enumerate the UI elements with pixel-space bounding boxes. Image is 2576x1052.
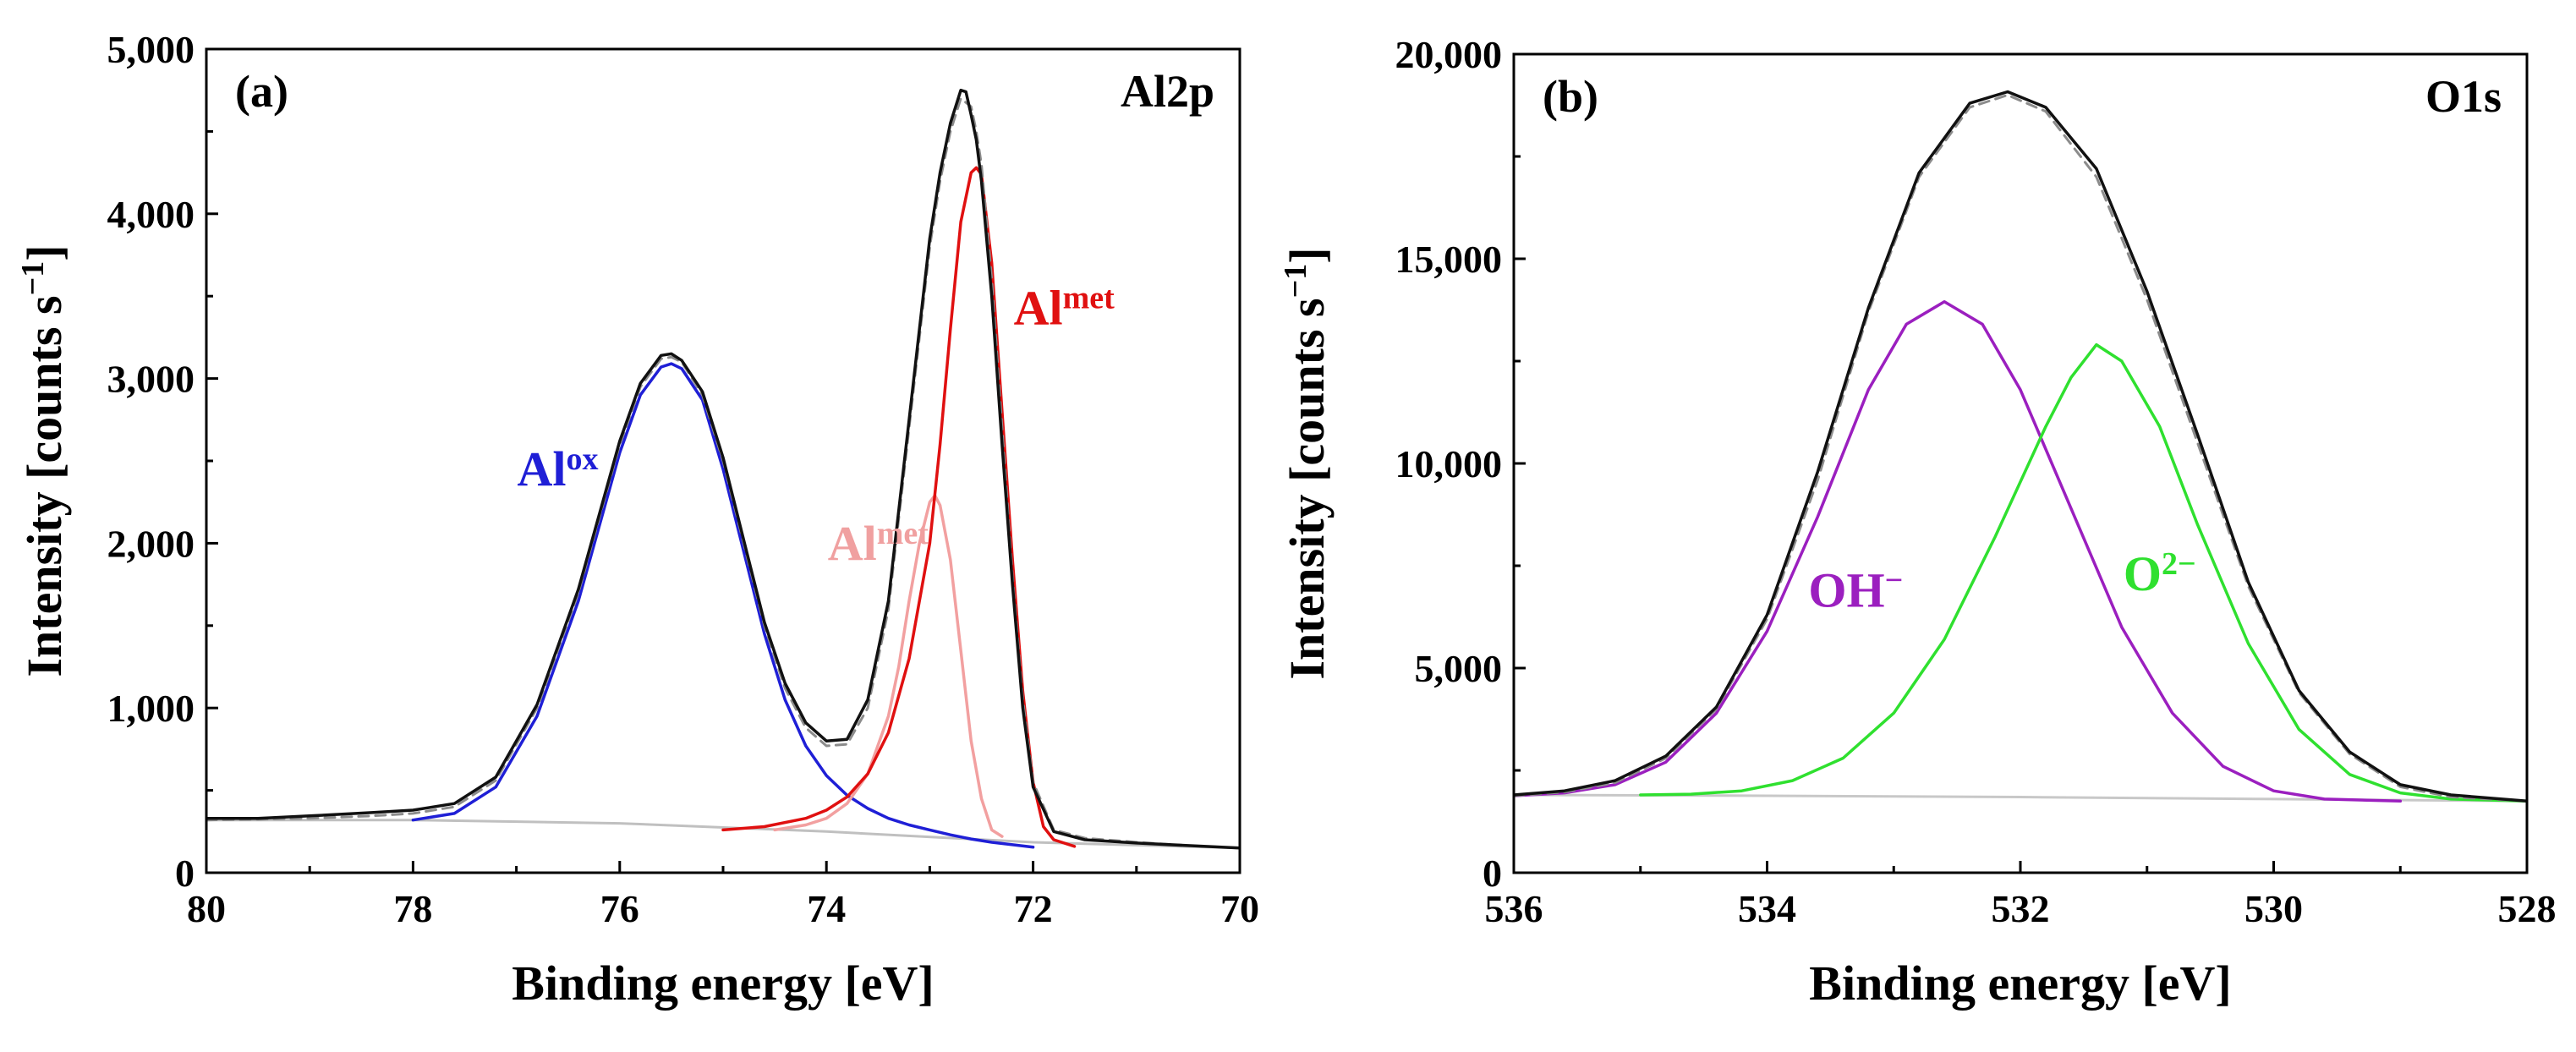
plot-frame <box>1512 52 2529 874</box>
x-tick-label: 70 <box>1220 887 1259 930</box>
al-met-light-label-superscript: met <box>877 516 929 551</box>
y-axis-label-superscript: −1 <box>1278 264 1313 299</box>
al-met-label-base: Al <box>1014 280 1063 335</box>
y-tick-label: 20,000 <box>1395 33 1503 76</box>
panel-title: O1s <box>2425 71 2502 122</box>
al-ox-label-base: Al <box>517 441 566 496</box>
y-tick-label: 0 <box>1483 852 1502 895</box>
series-group <box>1514 90 2527 803</box>
series-o2-component-line <box>1639 342 2527 803</box>
x-axis-label: Binding energy [eV] <box>512 956 934 1011</box>
x-tick-label: 530 <box>2244 887 2303 930</box>
panel-label: (b) <box>1543 71 1598 122</box>
series-fit-envelope-line <box>1514 93 2527 803</box>
series-group <box>206 88 1240 850</box>
x-tick-label: 72 <box>1014 887 1053 930</box>
panel-a-al2p: 80 78 76 74 72 70 0 1,000 2,000 3,000 4,000 5,000 Bi… <box>15 28 1259 1011</box>
oh-label-base: OH <box>1808 562 1884 617</box>
panel-title: Al2p <box>1121 66 1214 117</box>
y-tick-label: 5,000 <box>107 28 195 71</box>
y-axis-label-close: ] <box>17 244 72 260</box>
al-ox-label-superscript: ox <box>566 441 598 477</box>
series-measured-data-line <box>1514 90 2527 803</box>
x-tick-label: 78 <box>393 887 432 930</box>
y-tick-label: 3,000 <box>107 358 195 401</box>
y-tick-label: 4,000 <box>107 193 195 236</box>
series-background-line <box>206 819 1240 850</box>
x-axis-label: Binding energy [eV] <box>1809 956 2231 1011</box>
y-tick-label: 1,000 <box>107 687 195 730</box>
x-tick-label: 74 <box>807 887 846 930</box>
y-axis-label-main: Intensity [counts s <box>17 295 72 677</box>
x-tick-label: 80 <box>187 887 226 930</box>
series-al-ox-component-line <box>411 362 1035 849</box>
y-tick-label: 2,000 <box>107 522 195 565</box>
o2-label: O2− <box>2124 546 2196 601</box>
al-met-label-superscript: met <box>1063 280 1115 315</box>
y-axis-label-superscript: −1 <box>15 261 51 296</box>
x-tick-label: 532 <box>1992 887 2050 930</box>
x-tick-label: 534 <box>1738 887 1796 930</box>
y-tick-label: 10,000 <box>1395 442 1503 485</box>
al-met-label: Almet <box>1014 280 1115 335</box>
series-oh-component-line <box>1514 300 2403 803</box>
al-met-light-label: Almet <box>828 516 929 571</box>
x-tick-label: 76 <box>600 887 639 930</box>
o2-label-superscript: 2− <box>2162 546 2196 582</box>
y-axis-label: Intensity [counts s−1] <box>15 244 72 677</box>
x-tick-label: 536 <box>1485 887 1543 930</box>
series-measured-data-line <box>206 88 1240 850</box>
y-axis-label-main: Intensity [counts s <box>1280 298 1335 679</box>
al-ox-label: Alox <box>517 441 598 496</box>
y-axis-label: Intensity [counts s−1] <box>1278 247 1335 679</box>
oh-label-superscript: − <box>1885 562 1904 598</box>
panel-label: (a) <box>235 66 288 117</box>
x-tick-label: 528 <box>2498 887 2557 930</box>
series-al-met-component-light-line <box>773 494 1004 838</box>
y-tick-label: 0 <box>175 852 195 895</box>
y-tick-label: 15,000 <box>1395 238 1503 281</box>
y-tick-label: 5,000 <box>1415 647 1503 690</box>
al-met-light-label-base: Al <box>828 516 877 571</box>
oh-label: OH− <box>1808 562 1903 617</box>
o2-label-base: O <box>2124 546 2162 601</box>
panel-b-o1s: 536 534 532 530 528 0 5,000 10,000 15,000 20,000 B… <box>1278 33 2556 1011</box>
y-axis-label-close: ] <box>1280 247 1335 263</box>
